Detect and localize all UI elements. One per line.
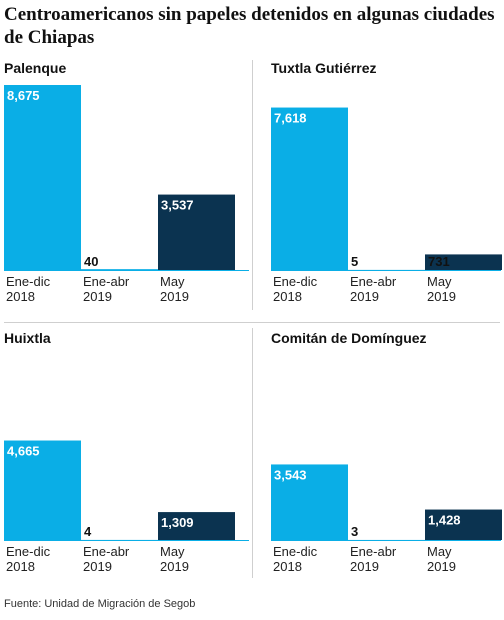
panel-comitan-de-dominguez: Comitán de Domínguez 3,543 Ene-dic 2018 3 En… (271, 330, 502, 582)
horizontal-divider (4, 322, 500, 323)
panel-chart: 8,675 Ene-dic 2018 40 Ene-abr 2019 3,537 May 201… (4, 85, 249, 304)
bar (425, 254, 502, 270)
panel-title: Huixtla (4, 330, 51, 346)
value-label: 731 (428, 254, 450, 269)
category-label: Ene-dic 2018 (6, 274, 51, 304)
value-label: 3,543 (274, 467, 307, 482)
vertical-divider-top (252, 60, 253, 310)
category-label: Ene-dic 2018 (273, 274, 318, 304)
category-label: Ene-abr 2019 (83, 274, 130, 304)
value-label: 5 (351, 254, 358, 269)
bar (425, 509, 502, 540)
panel-chart: 3,543 Ene-dic 2018 3 Ene-abr 2019 1,428 May 2019 (271, 464, 502, 574)
source-note: Fuente: Unidad de Migración de Segob (4, 598, 196, 610)
value-label: 8,675 (7, 88, 40, 103)
panel-huixtla: Huixtla 4,665 Ene-dic 2018 4 Ene-abr 2019 1,30… (4, 330, 249, 582)
value-label: 3,537 (161, 198, 194, 213)
bar (158, 512, 235, 540)
category-label: May 2019 (160, 544, 189, 574)
value-label: 4,665 (7, 444, 40, 459)
vertical-divider-bottom (252, 328, 253, 578)
bar (4, 440, 81, 540)
value-label: 7,618 (274, 111, 307, 126)
panel-chart: 7,618 Ene-dic 2018 5 Ene-abr 2019 731 May 2019 (271, 107, 502, 304)
category-label: May 2019 (160, 274, 189, 304)
bar (271, 464, 348, 540)
category-label: May 2019 (427, 544, 456, 574)
category-label: Ene-abr 2019 (83, 544, 130, 574)
bar (81, 269, 158, 270)
value-label: 3 (351, 524, 358, 539)
value-label: 40 (84, 254, 98, 269)
panel-palenque: Palenque 8,675 Ene-dic 2018 40 Ene-abr 2019 3,… (4, 60, 249, 308)
category-label: Ene-abr 2019 (350, 544, 397, 574)
category-label: May 2019 (427, 274, 456, 304)
category-label: Ene-dic 2018 (6, 544, 51, 574)
category-label: Ene-dic 2018 (273, 544, 318, 574)
panel-tuxtla-gutierrez: Tuxtla Gutiérrez 7,618 Ene-dic 2018 5 Ene-ab… (271, 60, 502, 308)
bar (158, 194, 235, 270)
chart-title: Centroamericanos sin papeles detenidos e… (4, 4, 495, 48)
value-label: 1,309 (161, 515, 194, 530)
category-label: Ene-abr 2019 (350, 274, 397, 304)
panel-title: Comitán de Domínguez (271, 330, 427, 346)
value-label: 4 (84, 524, 92, 539)
bar (4, 85, 81, 270)
bar (271, 107, 348, 270)
panel-title: Palenque (4, 60, 67, 76)
panel-chart: 4,665 Ene-dic 2018 4 Ene-abr 2019 1,309 May 2019 (4, 440, 249, 574)
value-label: 1,428 (428, 513, 461, 528)
panel-title: Tuxtla Gutiérrez (271, 60, 377, 76)
